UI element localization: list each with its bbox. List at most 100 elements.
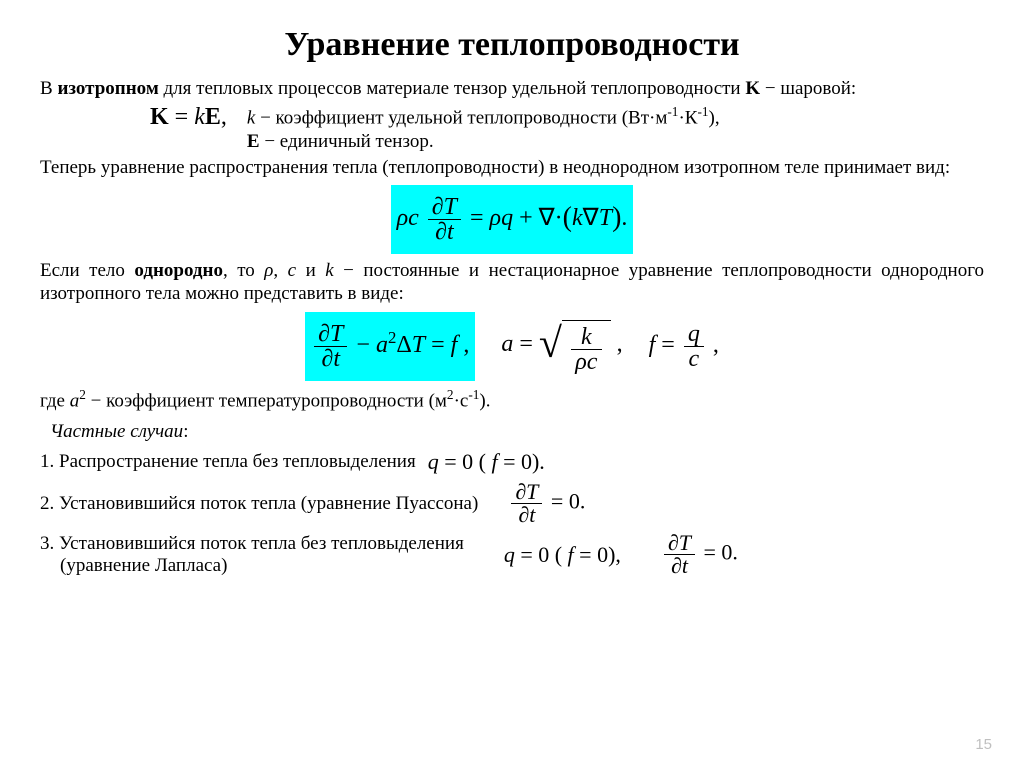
eq2-row: ρc ∂T ∂t = ρq + ∇·(k∇T).	[40, 185, 984, 254]
eq2-rho2: ρ	[490, 205, 502, 231]
p1-text3: − шаровой:	[760, 78, 856, 99]
c3-tb: (уравнение Лапласа)	[60, 555, 227, 576]
eq1-k: k	[194, 104, 205, 130]
eq3-frac3: q c	[684, 322, 704, 371]
paragraph-3: Если тело однородно, то ρ, c и k − посто…	[40, 260, 984, 306]
c1-eq: = 0 (	[439, 449, 492, 474]
p4-b: a	[70, 390, 80, 411]
def-E: E − единичный тензор.	[247, 130, 720, 154]
case-3: 3. Установившийся поток тепла без теплов…	[40, 532, 984, 577]
eq3-minus: −	[356, 332, 376, 358]
eq2-plus: +	[513, 205, 539, 231]
p3-d: ,	[273, 260, 287, 281]
equation-a-def: a = √ k ρc ,	[501, 320, 622, 374]
eq3-eq2: =	[513, 331, 539, 357]
c3-eq1: = 0 (	[515, 542, 568, 567]
def-k-text2: ·К	[678, 107, 697, 128]
c3-ta: 3. Установившийся поток тепла без теплов…	[40, 533, 464, 554]
p4-d: ·с	[454, 390, 469, 411]
c3-q: q	[504, 542, 515, 567]
sqrt: √ k ρc	[539, 320, 611, 374]
eq2-eq: =	[470, 205, 490, 231]
equation-heat-main: ρc ∂T ∂t = ρq + ∇·(k∇T).	[391, 185, 634, 254]
eq2-dT: ∂T	[428, 195, 461, 220]
p4-e: ).	[479, 390, 490, 411]
p4-a: где	[40, 390, 70, 411]
eq3-frac2: k ρc	[571, 325, 602, 374]
eq2-nabla2: ∇	[583, 205, 599, 231]
eq2-frac: ∂T ∂t	[428, 195, 461, 244]
page-number: 15	[975, 736, 992, 753]
p3-b: однородно	[134, 260, 223, 281]
cases-colon: :	[183, 421, 188, 442]
paragraph-4: где a 2 − коэффициент температуропроводно…	[40, 387, 984, 413]
eq2-dot: ·	[555, 205, 563, 231]
p3-c: , то	[223, 260, 264, 281]
equation-K: K = kE,	[150, 104, 227, 131]
def-k-text: − коэффициент удельной теплопроводности …	[255, 107, 667, 128]
paragraph-1: В изотропном для тепловых процессов мате…	[40, 78, 984, 101]
case1-eq: q = 0 ( f = 0).	[428, 449, 545, 475]
c3-eq2: = 0),	[574, 542, 621, 567]
eq1-row: K = kE, k − коэффициент удельной теплопр…	[40, 104, 984, 154]
case2-eq: ∂T ∂t = 0.	[508, 481, 585, 526]
equation-heat-homog: ∂T ∂t − a2ΔT = f ,	[305, 312, 475, 381]
c2-frac: ∂T ∂t	[511, 481, 542, 526]
case3-text: 3. Установившийся поток тепла без теплов…	[40, 533, 464, 577]
eq3-rho: ρ	[575, 349, 587, 375]
p1-text2: для тепловых процессов материале тензор …	[159, 78, 746, 99]
def-k: k − коэффициент удельной теплопроводност…	[247, 104, 720, 130]
c2-dT: ∂T	[511, 481, 542, 504]
p3-cvar: c	[288, 260, 296, 281]
case-1: 1. Распространение тепла без тепловыделе…	[40, 449, 984, 475]
case3-eq2: ∂T ∂t = 0.	[661, 532, 738, 577]
p3-k: k	[325, 260, 333, 281]
page-title: Уравнение теплопроводности	[40, 26, 984, 64]
c3-frac: ∂T ∂t	[664, 532, 695, 577]
eq3-eq: =	[425, 332, 451, 358]
eq3-a2: a	[501, 331, 513, 357]
cases-heading: Частные случаи:	[50, 421, 984, 443]
eq3-eq3: =	[655, 332, 681, 358]
eq3-q: q	[684, 322, 704, 347]
paragraph-2: Теперь уравнение распространения тепла (…	[40, 157, 984, 180]
p4-e1: 2	[447, 387, 454, 402]
p1-isotropic: изотропном	[57, 78, 158, 99]
eq3-k: k	[571, 325, 602, 350]
eq3-comma3: ,	[713, 332, 719, 358]
eq2-T: T	[599, 205, 612, 231]
p3-e: и	[296, 260, 325, 281]
cases-head-text: Частные случаи	[50, 421, 183, 442]
eq3-c2: c	[684, 347, 704, 371]
def-k-e1: -1	[667, 104, 678, 119]
eq3-comma2: ,	[617, 331, 623, 357]
c3-dt: ∂t	[664, 555, 695, 577]
eq3-T: T	[412, 332, 425, 358]
definitions: k − коэффициент удельной теплопроводност…	[247, 104, 720, 154]
eq1-comma: ,	[221, 104, 227, 130]
def-E-text: − единичный тензор.	[260, 131, 434, 152]
c1-eq2: = 0).	[498, 449, 545, 474]
c2-dt: ∂t	[511, 504, 542, 526]
eq2-nabla: ∇	[539, 205, 555, 231]
eq3-c: c	[587, 349, 598, 375]
p3-a: Если тело	[40, 260, 134, 281]
eq2-rho: ρ	[397, 205, 409, 231]
p4-c: − коэффициент температуропроводности (м	[86, 390, 447, 411]
eq2-period: .	[621, 205, 627, 231]
c3-rhs: = 0.	[704, 540, 738, 565]
def-k-e2: -1	[697, 104, 708, 119]
eq3-row: ∂T ∂t − a2ΔT = f , a = √ k ρc , f =	[40, 312, 984, 381]
eq2-c: c	[408, 205, 419, 231]
slide: Уравнение теплопроводности В изотропном …	[0, 0, 1024, 603]
eq3-dt: ∂t	[314, 347, 347, 371]
eq1-eq: =	[169, 104, 195, 130]
eq3-frac: ∂T ∂t	[314, 322, 347, 371]
c1-q: q	[428, 449, 439, 474]
eq2-dt: ∂t	[428, 220, 461, 244]
case3-eq1: q = 0 ( f = 0),	[504, 542, 621, 568]
equation-f-def: f = q c ,	[649, 322, 719, 371]
case2-text: 2. Установившийся поток тепла (уравнение…	[40, 493, 478, 515]
p1-K: K	[745, 78, 760, 99]
eq3-delta: Δ	[396, 332, 411, 358]
